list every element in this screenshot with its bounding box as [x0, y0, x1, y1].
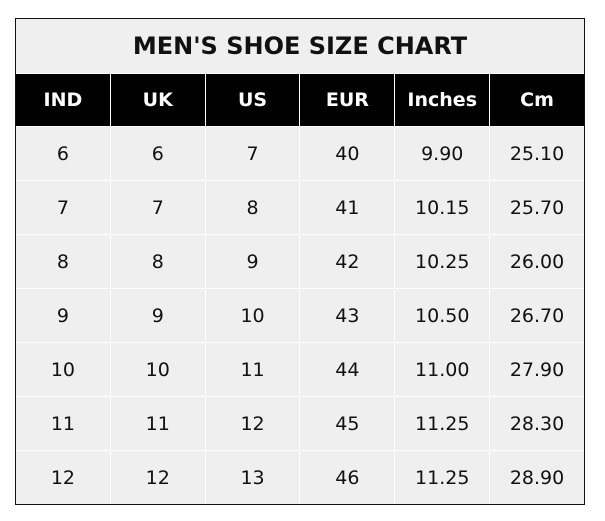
table-cell: 12 [16, 451, 111, 504]
table-cell: 28.90 [509, 466, 565, 489]
table-title: MEN'S SHOE SIZE CHART [16, 19, 584, 74]
table-row: 11 11 12 45 11.25 28.30 [16, 396, 584, 450]
table-cell: 7 [206, 127, 301, 180]
table-row: 10 10 11 44 11.00 27.90 [16, 342, 584, 396]
table-cell: 9 [206, 235, 301, 288]
table-cell: 11.25 [395, 397, 491, 450]
column-header: Inches [395, 74, 491, 126]
table-cell: 40 [300, 127, 396, 180]
column-header: EUR [300, 74, 396, 126]
table-cell: 9.90 [395, 127, 491, 180]
table-cell: 45 [300, 397, 396, 450]
table-cell: 12 [111, 451, 206, 504]
table-cell: 10.15 [395, 181, 491, 234]
table-cell: 27.90 [509, 358, 565, 381]
table-body: 6 6 7 40 9.90 25.10 7 7 8 41 10.15 25.70 8 8 9 42 10.25 2… [16, 126, 584, 504]
table-cell: 10 [111, 343, 206, 396]
header-row: IND UK US EUR Inches Cm [16, 74, 584, 126]
table-cell: 9 [16, 289, 111, 342]
table-cell: 25.10 [509, 142, 565, 165]
column-header: US [206, 74, 301, 126]
table-cell: 9 [111, 289, 206, 342]
table-cell: 11 [111, 397, 206, 450]
table-cell: 10.25 [395, 235, 491, 288]
table-cell: 43 [300, 289, 396, 342]
table-cell: 26.00 [509, 250, 565, 273]
table-cell: 26.70 [509, 304, 565, 327]
column-header: UK [111, 74, 206, 126]
table-cell: 46 [300, 451, 396, 504]
table-cell: 28.30 [509, 412, 565, 435]
table-cell: 11 [206, 343, 301, 396]
column-header: IND [16, 74, 111, 126]
size-chart-table: MEN'S SHOE SIZE CHART IND UK US EUR Inches Cm… [15, 18, 585, 505]
table-cell: 8 [206, 181, 301, 234]
table-cell: 6 [16, 127, 111, 180]
table-cell: 11 [16, 397, 111, 450]
table-cell: 25.70 [509, 196, 565, 219]
table-cell: 11.00 [395, 343, 491, 396]
table-row: 12 12 13 46 11.25 28.90 [16, 450, 584, 504]
table-cell: 6 [111, 127, 206, 180]
table-cell: 12 [206, 397, 301, 450]
table-cell: 13 [206, 451, 301, 504]
table-cell: 10.50 [395, 289, 491, 342]
column-header: Cm [520, 89, 554, 111]
table-row: 7 7 8 41 10.15 25.70 [16, 180, 584, 234]
table-cell: 8 [16, 235, 111, 288]
table-row: 9 9 10 43 10.50 26.70 [16, 288, 584, 342]
table-cell: 41 [300, 181, 396, 234]
table-cell: 7 [111, 181, 206, 234]
table-row: 6 6 7 40 9.90 25.10 [16, 126, 584, 180]
table-row: 8 8 9 42 10.25 26.00 [16, 234, 584, 288]
table-cell: 7 [16, 181, 111, 234]
table-cell: 44 [300, 343, 396, 396]
table-cell: 42 [300, 235, 396, 288]
table-cell: 8 [111, 235, 206, 288]
table-cell: 10 [206, 289, 301, 342]
table-cell: 10 [16, 343, 111, 396]
table-cell: 11.25 [395, 451, 491, 504]
